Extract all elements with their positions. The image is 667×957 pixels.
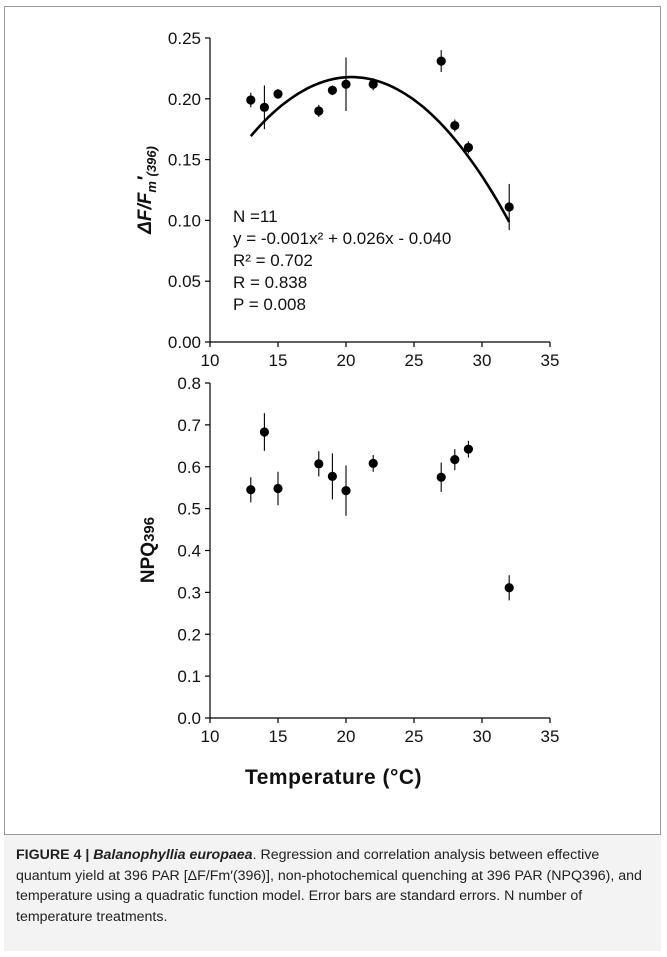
npq-data-point (259, 427, 269, 437)
figure-caption-box: FIGURE 4 | Balanophyllia europaea. Regre… (4, 834, 661, 951)
npq-data-point (450, 455, 460, 465)
yield-data-point (463, 142, 473, 153)
yield-x-tick-label: 10 (201, 351, 220, 370)
yield-y-tick-label: 0.15 (168, 151, 201, 170)
npq-data-point (436, 472, 446, 482)
yield-y-tick-label: 0.20 (168, 90, 201, 109)
yield-data-point (259, 102, 269, 112)
yield-data-point (341, 79, 351, 89)
npq-y-tick-label: 0.1 (177, 667, 201, 686)
figure-caption: FIGURE 4 | Balanophyllia europaea. Regre… (16, 845, 649, 927)
yield-x-tick-label: 35 (541, 351, 560, 370)
yield-y-tick-label: 0.10 (168, 211, 201, 230)
npq-y-tick-label: 0.4 (177, 542, 201, 561)
yield-x-tick-label: 20 (337, 351, 356, 370)
yield-x-tick-label: 30 (473, 351, 492, 370)
yield-y-axis-title: ΔF/Fm′(396) (135, 146, 159, 235)
npq-y-tick-label: 0.8 (177, 374, 201, 393)
yield-data-point (504, 202, 514, 212)
npq-y-tick-label: 0.2 (177, 625, 201, 644)
npq-data-point (314, 459, 324, 469)
yield-stat-annotation: y = -0.001x² + 0.026x - 0.040 (233, 229, 451, 248)
yield-data-point (450, 120, 460, 131)
yield-data-point (246, 95, 256, 105)
npq-data-point (246, 485, 256, 495)
yield-stat-annotation: P = 0.008 (233, 295, 306, 314)
npq-data-point (273, 483, 283, 494)
yield-data-point (327, 85, 337, 95)
yield-stat-annotation: R = 0.838 (233, 273, 307, 292)
yield-y-tick-label: 0.05 (168, 272, 201, 291)
npq-x-tick-label: 15 (269, 727, 288, 746)
yield-fit-curve (249, 75, 511, 223)
yield-stat-annotation: N =11 (233, 207, 278, 226)
npq-data-point (327, 471, 337, 481)
npq-data-point (504, 583, 514, 593)
caption-label: FIGURE 4 | (16, 847, 90, 863)
yield-x-tick-label: 15 (269, 351, 288, 370)
npq-y-tick-label: 0.6 (177, 458, 201, 477)
yield-x-tick-label: 25 (405, 351, 424, 370)
yield-data-point (368, 79, 378, 89)
yield-data-point (314, 106, 324, 116)
caption-species: Balanophyllia europaea (93, 847, 253, 863)
caption-text: . Regression and correlation analysis be… (16, 847, 642, 925)
npq-data-point (368, 458, 378, 468)
yield-y-tick-label: 0.00 (168, 333, 201, 352)
npq-data-point (463, 444, 473, 454)
yield-data-point (436, 56, 446, 66)
yield-y-tick-label: 0.25 (168, 29, 201, 48)
npq-y-tick-label: 0.0 (177, 709, 201, 728)
npq-x-tick-label: 25 (405, 727, 424, 746)
npq-y-tick-label: 0.5 (177, 500, 201, 519)
npq-data-point (341, 486, 351, 496)
npq-x-tick-label: 10 (201, 727, 220, 746)
npq-x-tick-label: 20 (337, 727, 356, 746)
npq-x-tick-label: 35 (541, 727, 560, 746)
x-axis-title: Temperature (°C) (244, 766, 423, 789)
npq-y-tick-label: 0.3 (177, 583, 201, 602)
npq-x-tick-label: 30 (473, 727, 492, 746)
figure-charts: 0.00 0.05 0.10 0.15 0.20 0.25 10 15 20 25 30 35 N =1… (135, 29, 560, 746)
yield-data-point (273, 89, 283, 99)
npq-y-tick-label: 0.7 (177, 416, 201, 435)
yield-stat-annotation: R² = 0.702 (233, 251, 313, 270)
npq-y-axis-title: NPQ396 (138, 517, 159, 583)
